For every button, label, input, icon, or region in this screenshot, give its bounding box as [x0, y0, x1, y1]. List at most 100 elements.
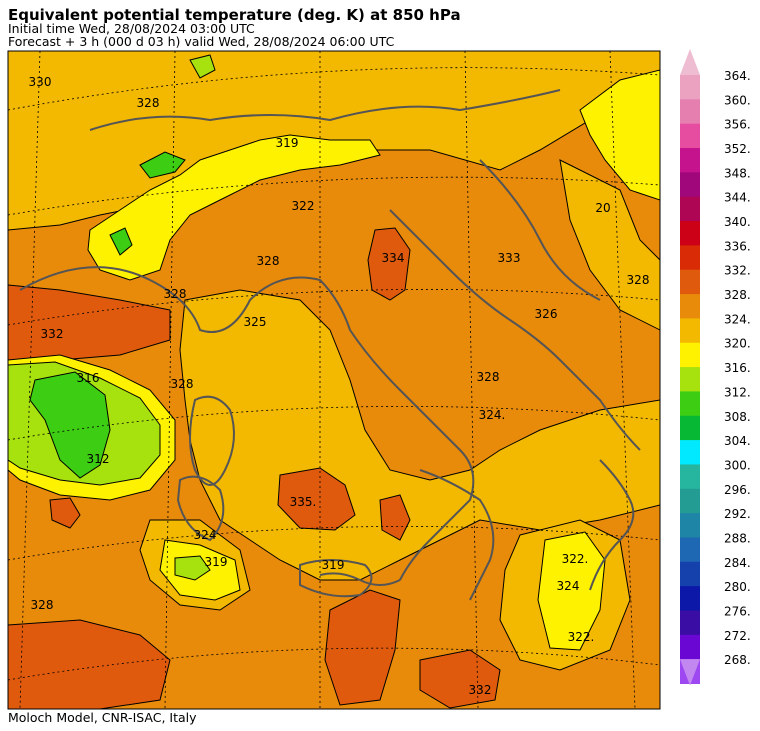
- colorbar-top-arrow: [680, 49, 700, 75]
- colorbar-swatch: [680, 464, 700, 490]
- contour-label: 328: [257, 254, 280, 268]
- contour-label: 328: [137, 96, 160, 110]
- contour-label: 319: [322, 558, 345, 572]
- colorbar-swatch: [680, 391, 700, 417]
- colorbar-label: 268.: [724, 653, 751, 667]
- colorbar-swatch: [680, 221, 700, 246]
- contour-labels: 330 328 319 322 328 334 333 328 325 332 326 328 328 3…: [29, 75, 650, 697]
- model-credit: Moloch Model, CNR-ISAC, Italy: [8, 710, 197, 725]
- field-312-alps1: [139, 151, 186, 179]
- colorbar-swatch: [680, 513, 700, 538]
- field-332-small1: [49, 497, 81, 529]
- colorbar-swatch: [680, 440, 700, 465]
- field-332-south2: [419, 649, 501, 709]
- graticule: [8, 51, 660, 709]
- contour-label: 325: [244, 315, 267, 329]
- colorbar-label: 304.: [724, 434, 751, 448]
- colorbar-swatch: [680, 342, 700, 368]
- contour-label: 319: [205, 555, 228, 569]
- contour-label: 334: [382, 251, 405, 265]
- contour-label: 328: [627, 273, 650, 287]
- colorbar-label: 324.: [724, 312, 751, 326]
- contour-label: 328: [31, 598, 54, 612]
- colorbar-label: 296.: [724, 483, 751, 497]
- colorbar-label: 316.: [724, 361, 751, 375]
- colorbar-label: 312.: [724, 385, 751, 399]
- contour-label: 328: [477, 370, 500, 384]
- colorbar-swatch: [680, 294, 700, 319]
- colorbar-label: 272.: [724, 629, 751, 643]
- colorbar-label: 348.: [724, 166, 751, 180]
- colorbar-swatch: [680, 561, 700, 587]
- colorbar-label: 328.: [724, 288, 751, 302]
- forecast-line: Forecast + 3 h (000 d 03 h) valid Wed, 2…: [8, 34, 395, 49]
- contour-label: 322.: [562, 552, 589, 566]
- colorbar-label: 344.: [724, 191, 751, 205]
- contour-label: 322.: [568, 630, 595, 644]
- field-312-alps2: [109, 227, 133, 256]
- field-332-tyrrhenian: [277, 467, 356, 531]
- contour-label: 332: [469, 683, 492, 697]
- colorbar-swatch: [680, 245, 700, 271]
- field-320-east: [537, 531, 606, 651]
- colorbar-label: 284.: [724, 556, 751, 570]
- colorbar-label: 352.: [724, 142, 751, 156]
- field-312-west: [29, 371, 111, 479]
- contour-label: 335.: [290, 495, 317, 509]
- contour-label: 324.: [479, 408, 506, 422]
- colorbar-label: 292.: [724, 507, 751, 521]
- field-332-southwest: [8, 619, 171, 709]
- colorbar-swatch: [680, 99, 700, 125]
- contour-label: 20: [595, 201, 610, 215]
- contour-label: 333: [498, 251, 521, 265]
- colorbar-swatch: [680, 75, 700, 100]
- colorbar-swatch: [680, 318, 700, 344]
- colorbar-swatch: [680, 367, 700, 392]
- field-320-alps: [87, 134, 381, 281]
- colorbar-label: 340.: [724, 215, 751, 229]
- colorbar-swatch: [680, 172, 700, 198]
- field-316-small: [174, 555, 211, 581]
- contour-label: 322: [292, 199, 315, 213]
- contour-label: 324: [557, 579, 580, 593]
- contour-label: 328: [171, 377, 194, 391]
- field-320-northeast: [579, 69, 660, 201]
- contour-label: 332: [41, 327, 64, 341]
- contour-label: 319: [276, 136, 299, 150]
- field-324-east: [559, 159, 660, 331]
- contour-label: 324: [194, 528, 217, 542]
- colorbar-label: 356.: [724, 118, 751, 132]
- colorbar-label: 360.: [724, 93, 751, 107]
- colorbar-swatch: [680, 537, 700, 563]
- colorbar-label: 364.: [724, 69, 751, 83]
- colorbar-bottom-arrow: [680, 659, 700, 686]
- colorbar-label: 320.: [724, 337, 751, 351]
- colorbar-swatch: [680, 148, 700, 173]
- contour-label: 330: [29, 75, 52, 89]
- field-332-small2: [379, 494, 411, 541]
- colorbar-swatch: [680, 123, 700, 149]
- colorbar-swatch: [680, 488, 700, 514]
- colorbar-swatch: [680, 634, 700, 660]
- colorbar-label: 288.: [724, 531, 751, 545]
- contour-label: 312: [87, 452, 110, 466]
- initial-time-line: Initial time Wed, 28/08/2024 03:00 UTC: [8, 21, 255, 36]
- contour-label: 316: [77, 371, 100, 385]
- colorbar-label: 276.: [724, 604, 751, 618]
- colorbar-swatch: [680, 586, 700, 611]
- colorbar-swatch: [680, 610, 700, 636]
- colorbar-label: 280.: [724, 580, 751, 594]
- field-316-alps: [189, 54, 216, 79]
- colorbar-swatch: [680, 196, 700, 222]
- colorbar-swatch: [680, 415, 700, 441]
- field-332-south1: [324, 589, 401, 706]
- field-332-adriatic: [367, 227, 411, 301]
- contour-label: 326: [535, 307, 558, 321]
- colorbar-label: 308.: [724, 410, 751, 424]
- chart-title: Equivalent potential temperature (deg. K…: [8, 6, 461, 24]
- colorbar-label: 332.: [724, 264, 751, 278]
- contour-label: 328: [164, 287, 187, 301]
- colorbar-label: 336.: [724, 239, 751, 253]
